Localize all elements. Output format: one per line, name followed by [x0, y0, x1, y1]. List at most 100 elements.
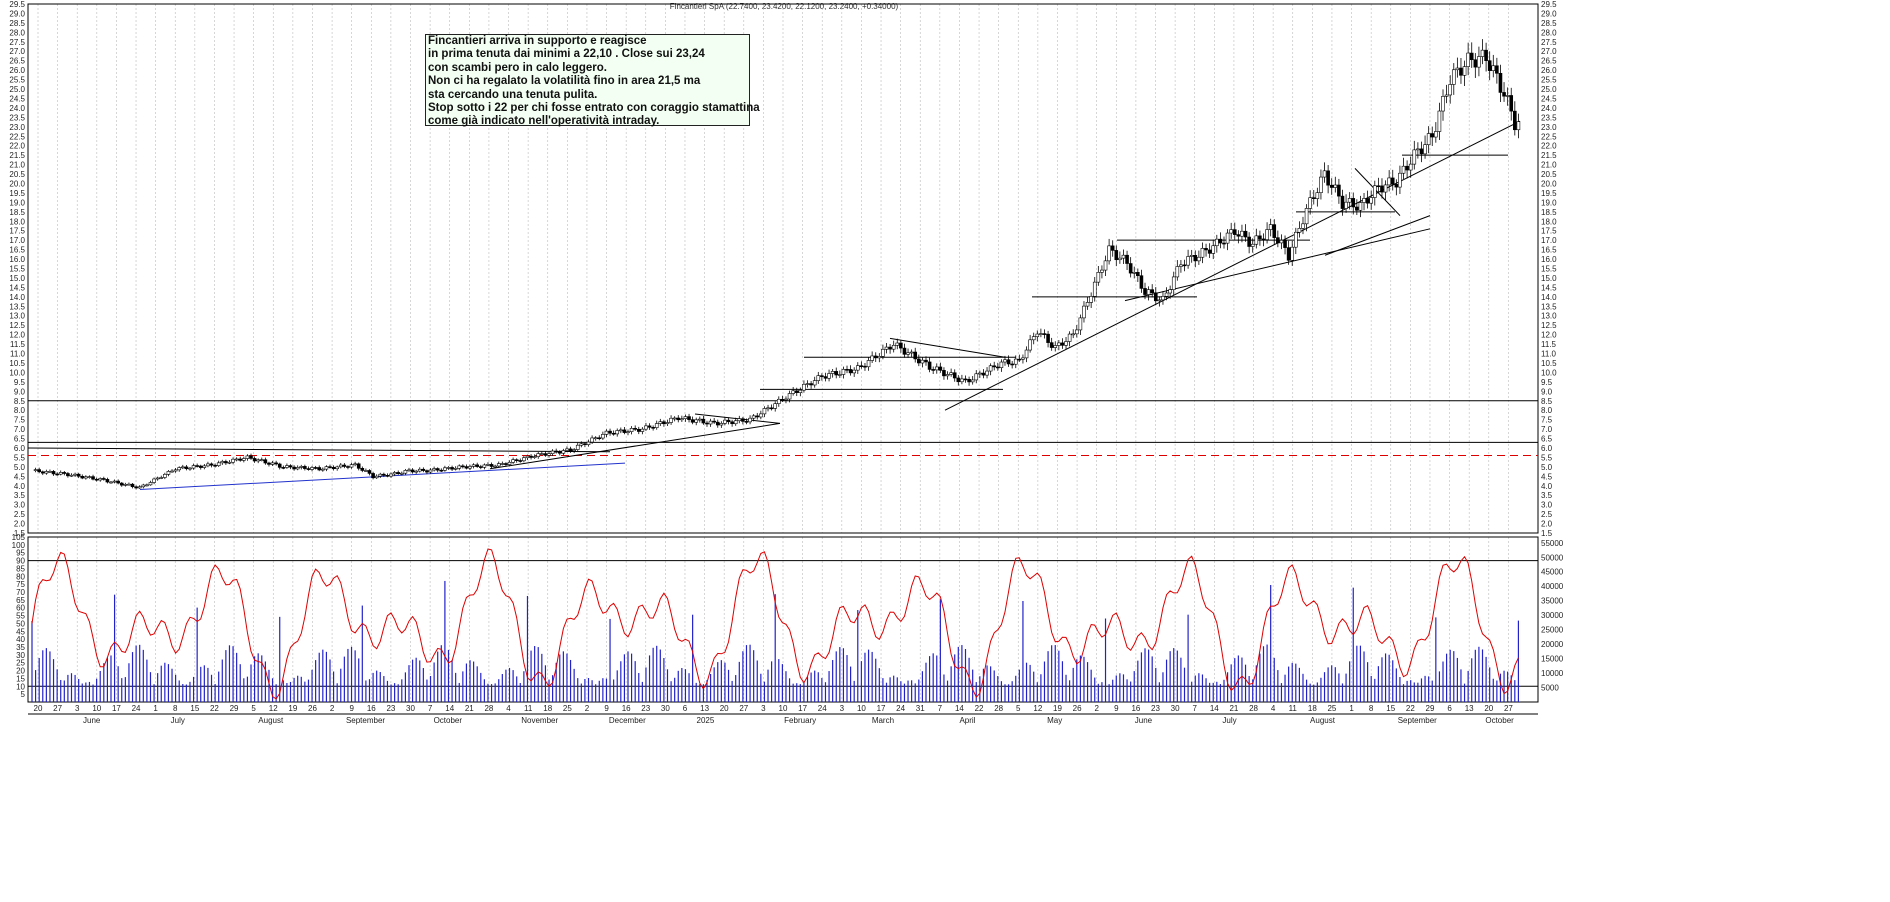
candle-body — [209, 463, 214, 466]
price-tick-label-right: 27.5 — [1541, 38, 1557, 47]
candle-body — [1491, 65, 1496, 71]
candle-body — [184, 466, 189, 470]
volume-tick-label: 25000 — [1541, 626, 1564, 635]
price-tick-label-right: 22.5 — [1541, 132, 1557, 141]
candle-body — [277, 463, 282, 468]
candle-body — [877, 356, 882, 359]
candle-body — [1243, 230, 1248, 238]
candle-body — [1495, 65, 1499, 74]
candle-body — [1337, 184, 1341, 197]
candle-body — [852, 369, 856, 374]
x-day-tick-label: 11 — [524, 704, 533, 713]
support-resistance-levels — [28, 154, 1538, 687]
candle-body — [1215, 238, 1219, 247]
candle-body — [988, 365, 993, 372]
candle-body — [1394, 184, 1399, 188]
x-day-tick-label: 23 — [386, 704, 395, 713]
candle-body — [708, 420, 713, 425]
x-day-tick-label: 15 — [190, 704, 199, 713]
x-day-tick-label: 17 — [798, 704, 807, 713]
candle-body — [163, 474, 167, 478]
candle-body — [1028, 339, 1032, 351]
price-tick-label-right: 2.0 — [1541, 520, 1553, 529]
candle-body — [417, 468, 422, 472]
candle-body — [295, 467, 300, 470]
candle-body — [410, 469, 415, 473]
candle-body — [285, 465, 289, 468]
candle-body — [486, 464, 490, 466]
candle-body — [1064, 341, 1068, 346]
candle-body — [112, 480, 117, 483]
oscillator-tick-label: 35 — [16, 643, 25, 652]
candle-body — [611, 432, 616, 435]
candle-body — [1110, 245, 1115, 251]
candle-body — [647, 425, 652, 428]
candle-body — [1197, 256, 1201, 262]
candle-body — [694, 419, 699, 423]
x-day-tick-label: 27 — [53, 704, 62, 713]
candle-body — [1164, 292, 1169, 297]
candle-body — [1071, 333, 1076, 336]
candle-body — [245, 455, 250, 459]
candle-body — [787, 393, 792, 400]
candle-body — [1168, 289, 1172, 294]
candle-body — [608, 430, 612, 434]
candle-body — [841, 368, 846, 375]
candle-body — [270, 462, 275, 465]
candle-body — [98, 478, 103, 481]
candle-body — [1376, 185, 1381, 188]
x-day-tick-label: 4 — [506, 704, 511, 713]
candle-body — [683, 416, 688, 420]
candle-body — [145, 484, 149, 487]
candle-body — [651, 427, 655, 429]
candle-body — [992, 365, 997, 368]
price-tick-label-right: 19.0 — [1541, 198, 1557, 207]
candle-body — [224, 461, 228, 464]
candle-body — [999, 361, 1004, 368]
candle-body — [1074, 329, 1079, 335]
candle-body — [407, 469, 411, 472]
candle-body — [471, 464, 476, 467]
price-tick-label-left: 8.0 — [14, 406, 26, 415]
x-month-label: October — [1485, 716, 1514, 725]
candle-body — [504, 463, 508, 465]
oscillator-tick-label: 5 — [21, 690, 26, 699]
candle-body — [1107, 245, 1111, 262]
candle-body — [1207, 249, 1212, 254]
price-tick-label-right: 26.0 — [1541, 66, 1557, 75]
x-month-label: August — [1310, 716, 1336, 725]
x-day-tick-label: 4 — [1271, 704, 1276, 713]
x-day-tick-label: 25 — [563, 704, 572, 713]
price-tick-label-right: 10.5 — [1541, 359, 1557, 368]
x-day-tick-label: 8 — [173, 704, 178, 713]
candle-body — [1290, 246, 1295, 261]
oscillator-tick-label: 45 — [16, 627, 25, 636]
price-tick-label-right: 1.5 — [1541, 529, 1553, 538]
candle-body — [654, 423, 659, 428]
price-tick-label-left: 1.5 — [14, 529, 26, 538]
candle-body — [1258, 235, 1262, 240]
x-day-tick-label: 30 — [406, 704, 415, 713]
x-day-tick-label: 30 — [1171, 704, 1180, 713]
price-tick-label-left: 24.0 — [9, 104, 25, 113]
candle-body — [80, 475, 85, 479]
candle-body — [1017, 358, 1022, 361]
trendline — [489, 422, 781, 470]
candle-body — [1362, 198, 1366, 203]
candle-body — [349, 464, 354, 468]
price-tick-label-left: 29.0 — [9, 9, 25, 18]
candle-body — [1480, 49, 1485, 57]
note-line: Stop sotto i 22 per chi fosse entrato co… — [428, 102, 760, 115]
oscillator-line — [31, 548, 1519, 700]
candle-body — [902, 347, 907, 355]
candle-body — [249, 455, 253, 459]
candle-body — [579, 443, 584, 446]
candle-body — [705, 422, 709, 425]
x-month-label: May — [1047, 716, 1062, 725]
candle-body — [780, 398, 785, 401]
candle-body — [1254, 235, 1259, 245]
candle-body — [1247, 236, 1251, 247]
candle-body — [1319, 176, 1323, 193]
x-day-tick-label: 18 — [543, 704, 552, 713]
